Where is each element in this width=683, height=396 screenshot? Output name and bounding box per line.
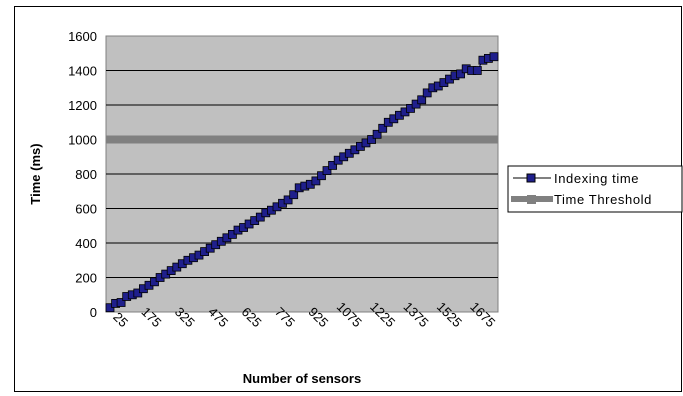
legend-threshold-label: Time Threshold (554, 192, 652, 207)
indexing-time-point (472, 66, 482, 75)
y-tick-label: 1400 (68, 64, 97, 79)
indexing-time-point (422, 88, 432, 98)
legend-box (507, 165, 683, 213)
indexing-time-point (456, 69, 466, 79)
indexing-time-point (322, 166, 332, 176)
y-tick-label: 600 (75, 202, 97, 217)
legend-threshold-marker (527, 195, 536, 204)
indexing-time-point (367, 135, 377, 144)
x-axis-title: Number of sensors (243, 371, 361, 386)
y-tick-label: 1600 (68, 29, 97, 44)
y-tick-label: 200 (75, 271, 97, 286)
y-tick-label: 1000 (68, 133, 97, 148)
indexing-time-point (417, 95, 427, 105)
legend-indexing-label: Indexing time (554, 171, 639, 186)
indexing-time-point (317, 171, 326, 181)
y-tick-labels: 0 200 400 600 800 1000 1200 1400 1600 (68, 29, 97, 320)
indexing-time-point (283, 195, 293, 205)
indexing-time-point (378, 123, 388, 133)
y-tick-label: 400 (75, 236, 97, 251)
y-tick-label: 1200 (68, 98, 97, 113)
y-axis-title: Time (ms) (28, 143, 43, 204)
indexing-time-point (289, 190, 299, 200)
indexing-time-point (116, 298, 126, 307)
series-layer (105, 52, 499, 313)
indexing-time-point (372, 129, 382, 139)
legend-indexing-marker (526, 173, 536, 183)
indexing-time-point (489, 52, 499, 62)
legend: Indexing time Time Threshold (507, 165, 683, 213)
y-tick-label: 0 (90, 305, 97, 320)
indexing-time-point (328, 160, 338, 170)
y-tick-label: 800 (75, 167, 97, 182)
indexing-time-point (311, 176, 321, 186)
